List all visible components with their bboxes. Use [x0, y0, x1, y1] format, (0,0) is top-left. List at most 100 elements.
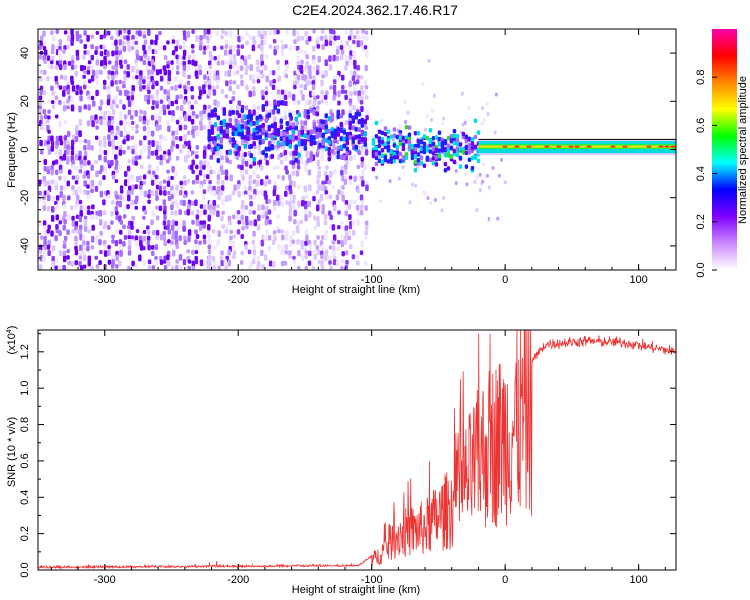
noise-cell — [232, 64, 236, 70]
signal-cell — [225, 157, 230, 163]
noise-cell — [167, 219, 171, 227]
y-tick-label: 0 — [19, 146, 31, 152]
signal-cell — [357, 119, 362, 125]
noise-cell — [123, 74, 127, 81]
noise-cell — [273, 49, 277, 56]
noise-cell — [427, 58, 431, 63]
colorbar-tick-label: 0.0 — [695, 262, 707, 277]
noise-cell — [42, 30, 46, 37]
signal-cell — [261, 138, 266, 144]
noise-cell — [209, 169, 213, 175]
noise-cell — [251, 74, 256, 81]
noise-cell — [228, 85, 232, 92]
noise-cell — [175, 225, 180, 231]
noise-cell — [86, 240, 90, 246]
signal-cell — [467, 137, 472, 142]
noise-cell — [110, 220, 114, 225]
signal-cell — [237, 131, 242, 137]
noise-cell — [58, 49, 62, 57]
noise-cell — [70, 260, 75, 268]
noise-cell — [54, 95, 59, 101]
signal-cell — [267, 133, 272, 139]
noise-cell — [220, 250, 224, 256]
noise-cell — [284, 165, 288, 171]
noise-cell — [154, 149, 159, 156]
noise-cell — [442, 116, 446, 121]
signal-cell — [243, 135, 248, 141]
noise-cell — [146, 119, 150, 126]
signal-cell — [360, 156, 365, 162]
noise-cell — [42, 90, 47, 96]
noise-cell — [135, 129, 139, 134]
y-tick-label: 0.6 — [19, 453, 31, 468]
noise-cell — [102, 174, 106, 180]
noise-cell — [295, 229, 300, 234]
signal-cell — [374, 133, 379, 139]
noise-cell — [194, 250, 199, 255]
noise-cell — [299, 69, 304, 75]
noise-cell — [249, 220, 253, 226]
noise-cell — [203, 174, 207, 179]
noise-cell — [98, 105, 102, 111]
noise-cell — [264, 90, 269, 95]
noise-cell — [202, 224, 207, 229]
noise-cell — [305, 60, 309, 66]
noise-cell — [288, 254, 292, 260]
noise-cell — [303, 84, 308, 91]
noise-cell — [131, 159, 136, 165]
noise-cell — [344, 164, 348, 170]
signal-cell — [222, 107, 227, 113]
noise-cell — [348, 105, 353, 112]
signal-cell — [383, 126, 388, 131]
noise-cell — [123, 235, 128, 240]
noise-cell — [99, 50, 104, 57]
noise-cell — [38, 95, 43, 101]
noise-cell — [260, 29, 265, 35]
signal-cell — [398, 151, 403, 157]
noise-cell — [118, 59, 123, 66]
noise-cell — [467, 105, 471, 110]
noise-cell — [212, 89, 217, 96]
noise-cell — [130, 115, 134, 120]
noise-cell — [143, 94, 148, 102]
noise-cell — [55, 135, 60, 142]
noise-cell — [98, 180, 102, 186]
noise-cell — [135, 49, 139, 56]
noise-cell — [191, 249, 195, 255]
signal-cell — [354, 126, 359, 132]
noise-cell — [107, 245, 111, 250]
signal-cell — [303, 120, 308, 126]
noise-cell — [107, 259, 112, 265]
noise-cell — [82, 250, 86, 256]
noise-cell — [240, 204, 245, 210]
noise-cell — [295, 120, 300, 126]
noise-cell — [347, 230, 352, 235]
noise-cell — [195, 145, 200, 150]
noise-cell — [183, 210, 188, 216]
signal-cell — [345, 140, 350, 146]
noise-cell — [291, 94, 296, 101]
noise-cell — [90, 245, 95, 250]
noise-cell — [293, 84, 297, 90]
noise-cell — [280, 39, 284, 44]
noise-cell — [150, 59, 155, 65]
noise-cell — [360, 175, 364, 181]
noise-cell — [162, 199, 167, 206]
noise-cell — [127, 159, 131, 164]
signal-cell — [228, 136, 233, 142]
signal-cell — [383, 131, 388, 137]
noise-cell — [127, 225, 131, 230]
noise-cell — [91, 224, 95, 231]
noise-cell — [202, 194, 206, 200]
noise-cell — [191, 169, 195, 175]
noise-cell — [115, 200, 120, 206]
noise-cell — [283, 110, 288, 116]
noise-cell — [130, 135, 134, 140]
signal-cell — [243, 120, 248, 126]
noise-cell — [79, 244, 83, 252]
noise-cell — [363, 89, 368, 94]
noise-cell — [219, 255, 224, 261]
noise-cell — [139, 109, 143, 115]
noise-cell — [351, 229, 356, 236]
noise-cell — [110, 125, 114, 132]
